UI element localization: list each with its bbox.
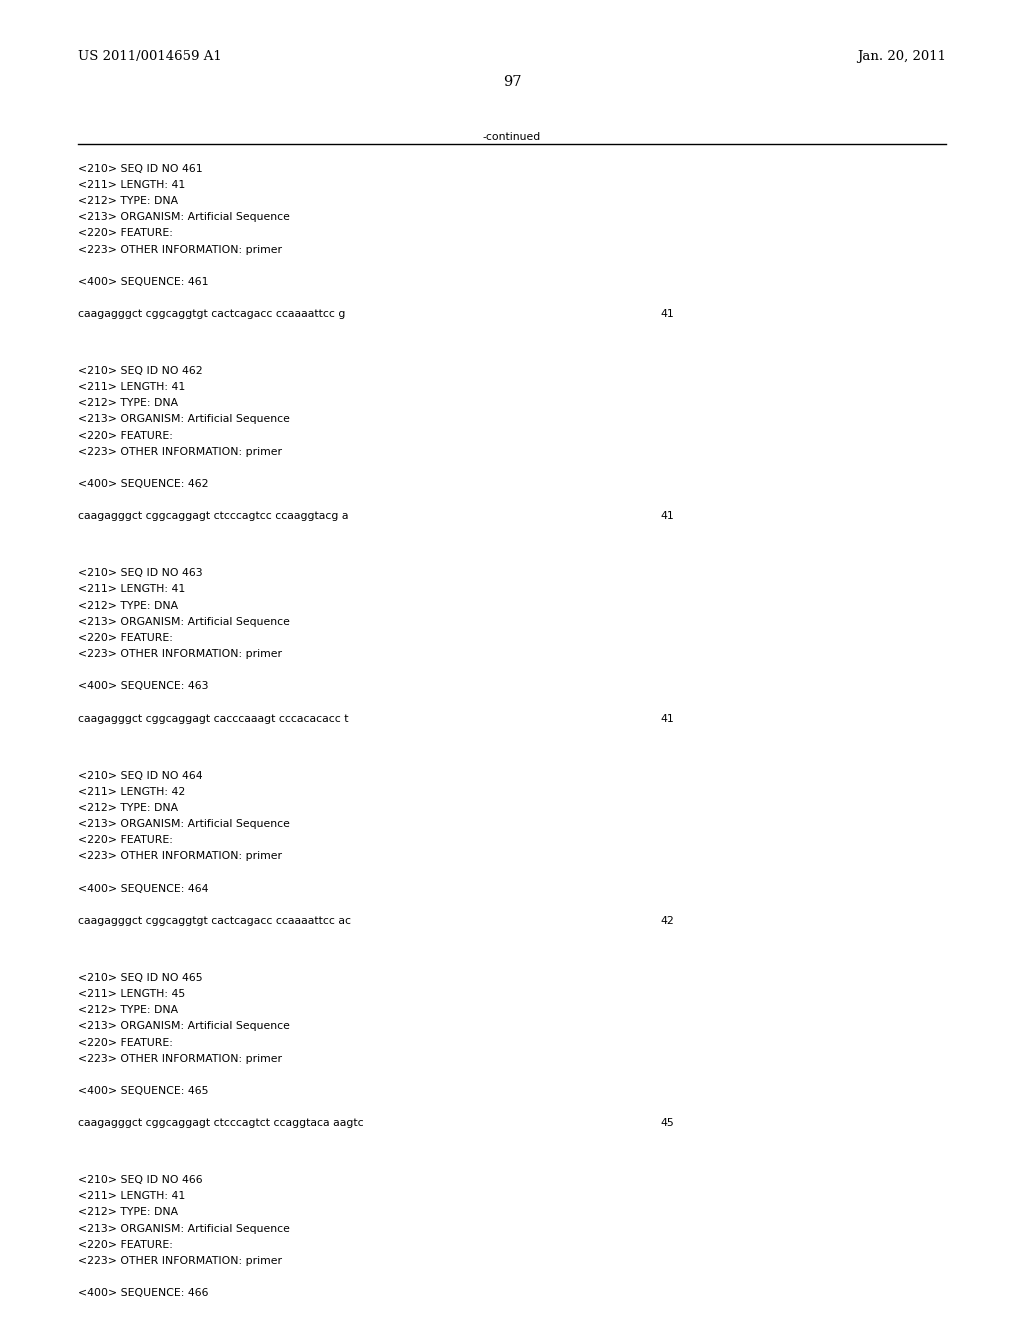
Text: <212> TYPE: DNA: <212> TYPE: DNA — [78, 601, 178, 611]
Text: 97: 97 — [503, 75, 521, 90]
Text: <212> TYPE: DNA: <212> TYPE: DNA — [78, 1005, 178, 1015]
Text: caagagggct cggcaggtgt cactcagacc ccaaaattcc g: caagagggct cggcaggtgt cactcagacc ccaaaat… — [78, 309, 345, 319]
Text: <223> OTHER INFORMATION: primer: <223> OTHER INFORMATION: primer — [78, 1053, 282, 1064]
Text: 41: 41 — [660, 309, 674, 319]
Text: caagagggct cggcaggagt ctcccagtct ccaggtaca aagtc: caagagggct cggcaggagt ctcccagtct ccaggta… — [78, 1118, 364, 1129]
Text: <210> SEQ ID NO 465: <210> SEQ ID NO 465 — [78, 973, 203, 983]
Text: <400> SEQUENCE: 466: <400> SEQUENCE: 466 — [78, 1288, 208, 1299]
Text: <220> FEATURE:: <220> FEATURE: — [78, 1239, 173, 1250]
Text: <212> TYPE: DNA: <212> TYPE: DNA — [78, 1208, 178, 1217]
Text: 41: 41 — [660, 511, 674, 521]
Text: <213> ORGANISM: Artificial Sequence: <213> ORGANISM: Artificial Sequence — [78, 1022, 290, 1031]
Text: caagagggct cggcaggagt ctcccagtcc ccaaggtacg a: caagagggct cggcaggagt ctcccagtcc ccaaggt… — [78, 511, 348, 521]
Text: <213> ORGANISM: Artificial Sequence: <213> ORGANISM: Artificial Sequence — [78, 213, 290, 222]
Text: <400> SEQUENCE: 464: <400> SEQUENCE: 464 — [78, 883, 208, 894]
Text: <210> SEQ ID NO 466: <210> SEQ ID NO 466 — [78, 1175, 203, 1185]
Text: <210> SEQ ID NO 464: <210> SEQ ID NO 464 — [78, 771, 203, 780]
Text: <211> LENGTH: 41: <211> LENGTH: 41 — [78, 381, 185, 392]
Text: <210> SEQ ID NO 461: <210> SEQ ID NO 461 — [78, 164, 203, 174]
Text: <212> TYPE: DNA: <212> TYPE: DNA — [78, 195, 178, 206]
Text: <220> FEATURE:: <220> FEATURE: — [78, 430, 173, 441]
Text: <223> OTHER INFORMATION: primer: <223> OTHER INFORMATION: primer — [78, 446, 282, 457]
Text: <211> LENGTH: 42: <211> LENGTH: 42 — [78, 787, 185, 797]
Text: <212> TYPE: DNA: <212> TYPE: DNA — [78, 399, 178, 408]
Text: <210> SEQ ID NO 463: <210> SEQ ID NO 463 — [78, 568, 203, 578]
Text: <400> SEQUENCE: 462: <400> SEQUENCE: 462 — [78, 479, 208, 490]
Text: <213> ORGANISM: Artificial Sequence: <213> ORGANISM: Artificial Sequence — [78, 616, 290, 627]
Text: <213> ORGANISM: Artificial Sequence: <213> ORGANISM: Artificial Sequence — [78, 818, 290, 829]
Text: <220> FEATURE:: <220> FEATURE: — [78, 1038, 173, 1048]
Text: caagagggct cggcaggtgt cactcagacc ccaaaattcc ac: caagagggct cggcaggtgt cactcagacc ccaaaat… — [78, 916, 351, 927]
Text: -continued: -continued — [483, 132, 541, 143]
Text: US 2011/0014659 A1: US 2011/0014659 A1 — [78, 50, 221, 63]
Text: <213> ORGANISM: Artificial Sequence: <213> ORGANISM: Artificial Sequence — [78, 1224, 290, 1234]
Text: <223> OTHER INFORMATION: primer: <223> OTHER INFORMATION: primer — [78, 649, 282, 659]
Text: <212> TYPE: DNA: <212> TYPE: DNA — [78, 803, 178, 813]
Text: <220> FEATURE:: <220> FEATURE: — [78, 228, 173, 239]
Text: <223> OTHER INFORMATION: primer: <223> OTHER INFORMATION: primer — [78, 1255, 282, 1266]
Text: <213> ORGANISM: Artificial Sequence: <213> ORGANISM: Artificial Sequence — [78, 414, 290, 425]
Text: <220> FEATURE:: <220> FEATURE: — [78, 632, 173, 643]
Text: Jan. 20, 2011: Jan. 20, 2011 — [857, 50, 946, 63]
Text: 45: 45 — [660, 1118, 674, 1129]
Text: <400> SEQUENCE: 461: <400> SEQUENCE: 461 — [78, 277, 208, 286]
Text: <220> FEATURE:: <220> FEATURE: — [78, 836, 173, 845]
Text: <400> SEQUENCE: 465: <400> SEQUENCE: 465 — [78, 1086, 208, 1096]
Text: 41: 41 — [660, 714, 674, 723]
Text: <400> SEQUENCE: 463: <400> SEQUENCE: 463 — [78, 681, 208, 692]
Text: caagagggct cggcaggagt cacccaaagt cccacacacc t: caagagggct cggcaggagt cacccaaagt cccacac… — [78, 714, 348, 723]
Text: <210> SEQ ID NO 462: <210> SEQ ID NO 462 — [78, 366, 203, 376]
Text: <211> LENGTH: 41: <211> LENGTH: 41 — [78, 180, 185, 190]
Text: <211> LENGTH: 41: <211> LENGTH: 41 — [78, 1191, 185, 1201]
Text: <223> OTHER INFORMATION: primer: <223> OTHER INFORMATION: primer — [78, 851, 282, 862]
Text: <211> LENGTH: 41: <211> LENGTH: 41 — [78, 585, 185, 594]
Text: <223> OTHER INFORMATION: primer: <223> OTHER INFORMATION: primer — [78, 244, 282, 255]
Text: 42: 42 — [660, 916, 674, 927]
Text: <211> LENGTH: 45: <211> LENGTH: 45 — [78, 989, 185, 999]
